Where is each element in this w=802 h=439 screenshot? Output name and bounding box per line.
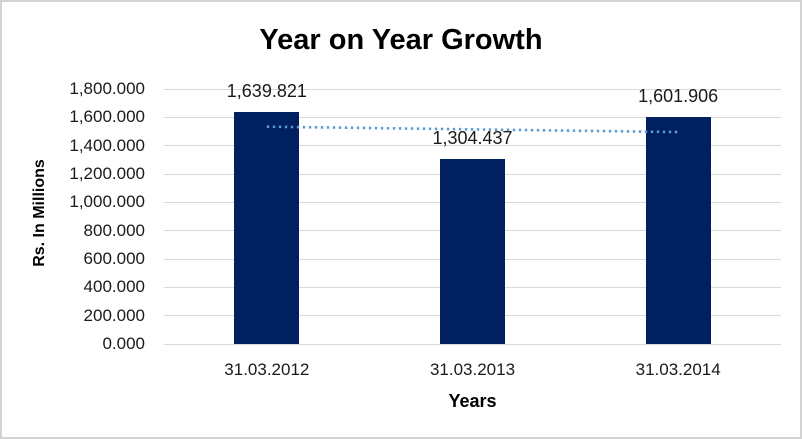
gridline: [164, 343, 781, 345]
bar-data-label: 1,304.437: [432, 128, 513, 149]
x-axis-category-label: 31.03.2012: [224, 360, 310, 379]
bar-data-label: 1,601.906: [638, 86, 719, 107]
y-axis-tick-label: 1,200.000: [69, 164, 145, 183]
y-axis-tick-label: 1,600.000: [69, 107, 145, 127]
y-axis-tick-label: 0.000: [102, 334, 145, 353]
bar: [440, 159, 505, 344]
y-axis-tick-label: 200.000: [83, 305, 145, 325]
x-axis-category-label: 31.03.2013: [429, 360, 516, 379]
bar: [234, 111, 300, 344]
chart-title: Year on Year Growth: [259, 24, 543, 56]
y-axis-tick-label: 1,400.000: [69, 135, 145, 155]
y-axis-tick-label: 400.000: [83, 277, 145, 297]
gridline: [164, 145, 781, 147]
gridline: [164, 116, 781, 118]
gridline: [164, 88, 781, 90]
x-axis-category-label: 31.03.2014: [635, 360, 721, 379]
bar: [645, 117, 711, 344]
bar-data-label: 1,639.821: [226, 80, 307, 101]
y-axis-tick-label: 800.000: [83, 220, 145, 240]
y-axis-tick-label: 1,800.000: [69, 79, 145, 98]
y-axis-title: Rs. In Millions: [31, 159, 48, 267]
y-axis-tick-label: 600.000: [83, 249, 145, 268]
x-axis-title: Years: [448, 391, 497, 411]
y-axis-tick-label: 1,000.000: [69, 192, 145, 212]
